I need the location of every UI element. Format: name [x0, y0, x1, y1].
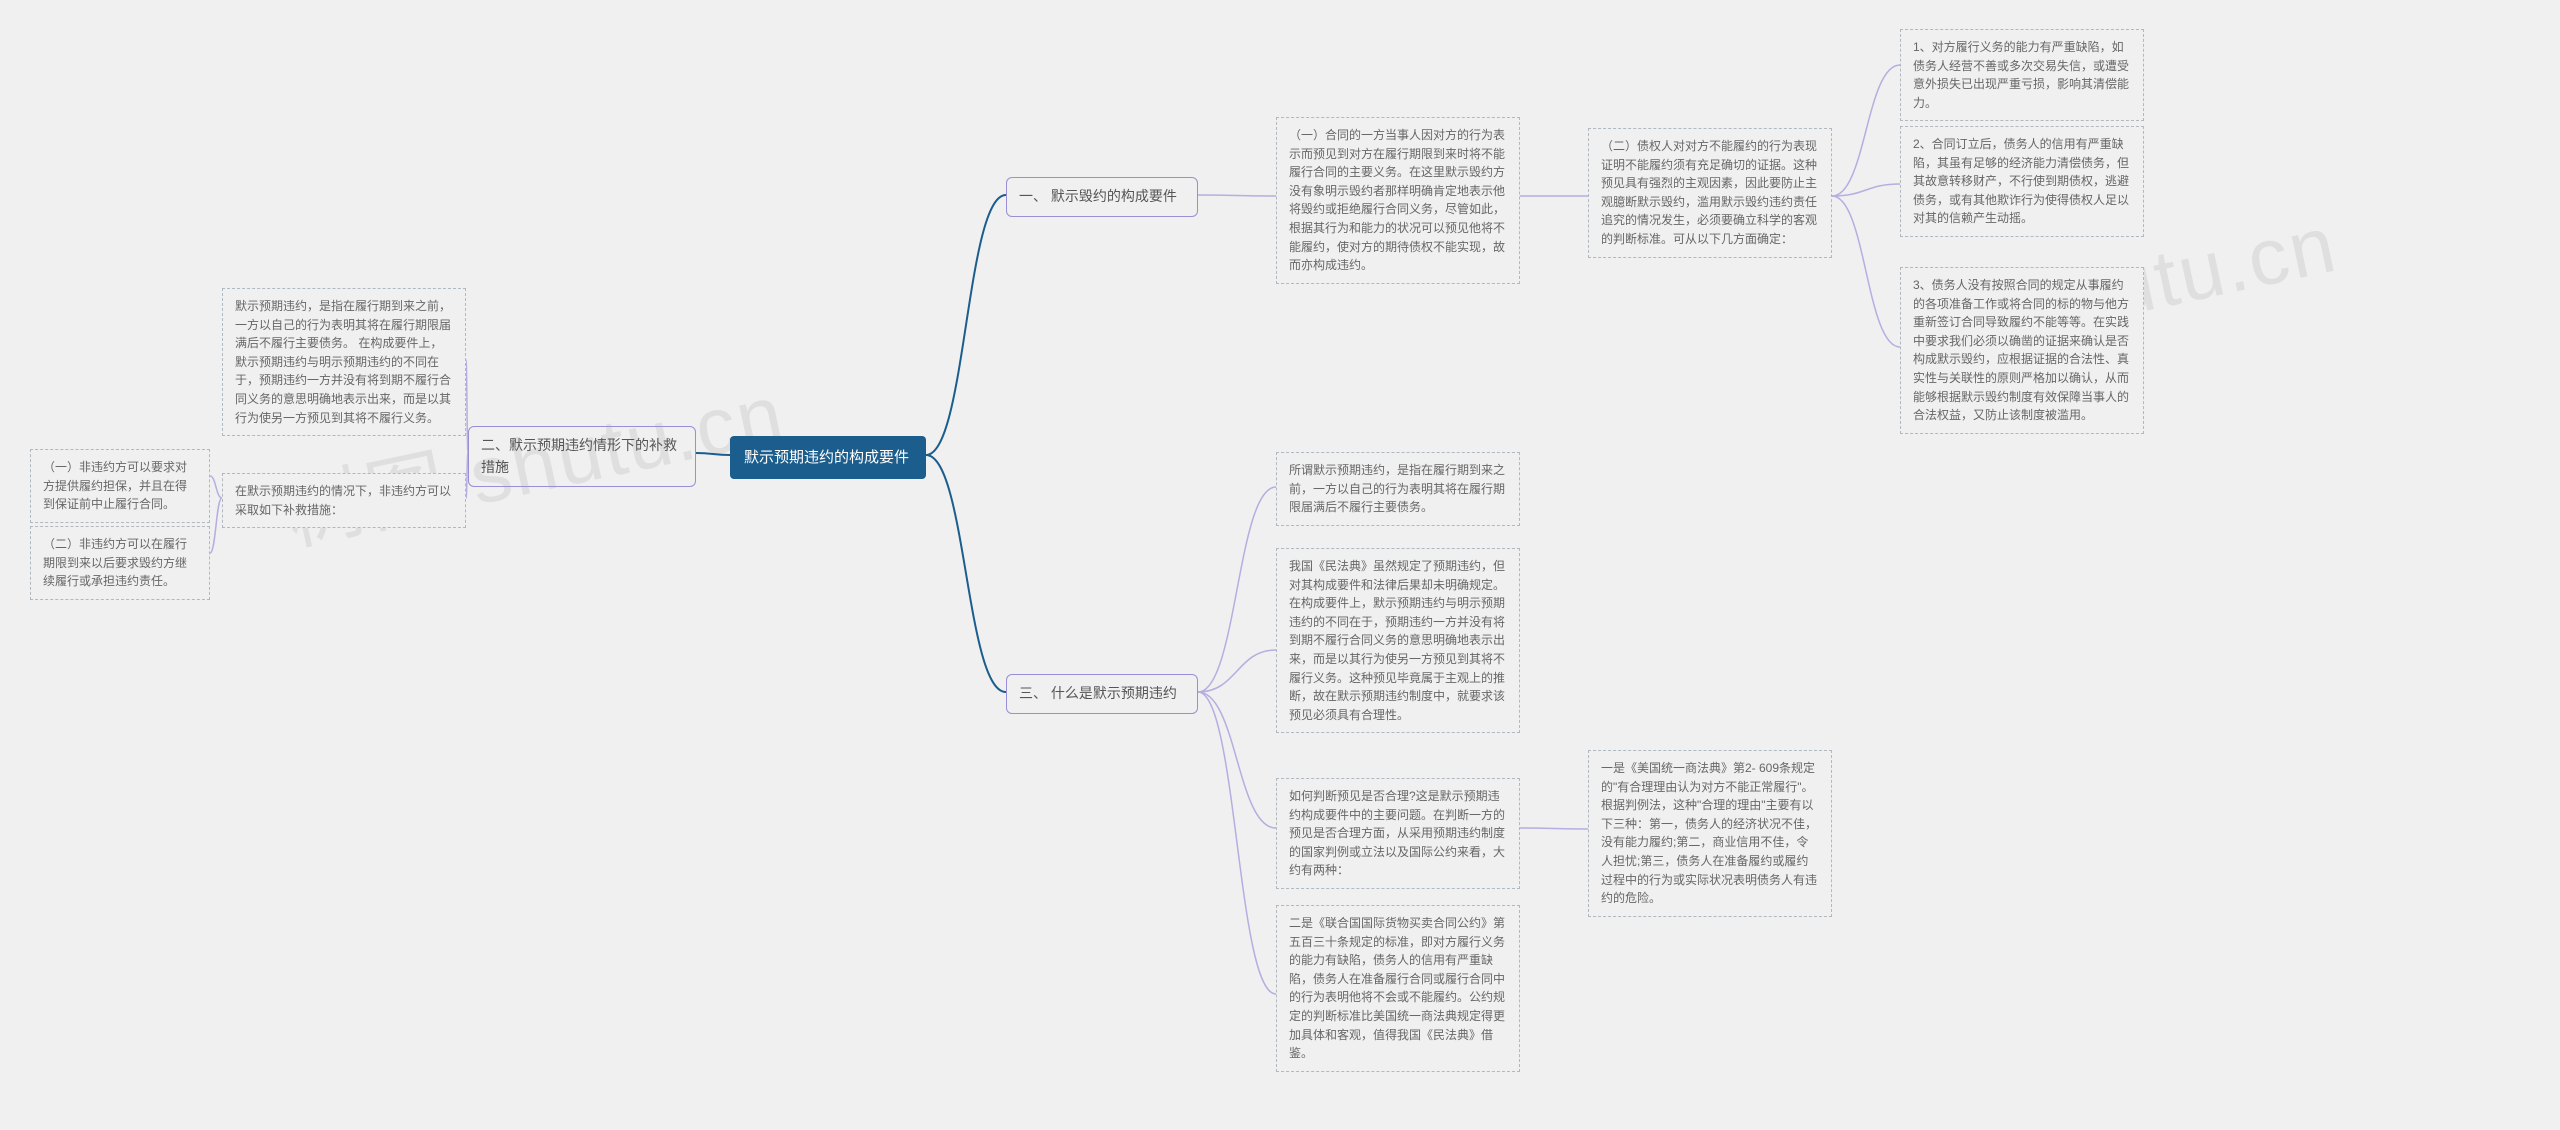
leaf-node: 2、合同订立后，债务人的信用有严重缺陷，其虽有足够的经济能力清偿债务，但其故意转… — [1900, 126, 2144, 237]
leaf-node: 默示预期违约，是指在履行期到来之前，一方以自己的行为表明其将在履行期限届满后不履… — [222, 288, 466, 436]
leaf-node: （一）非违约方可以要求对方提供履约担保，并且在得到保证前中止履行合同。 — [30, 449, 210, 523]
leaf-node: 1、对方履行义务的能力有严重缺陷，如债务人经营不善或多次交易失信，或遭受意外损失… — [1900, 29, 2144, 121]
leaf-node: （二）非违约方可以在履行期限到来以后要求毁约方继续履行或承担违约责任。 — [30, 526, 210, 600]
branch-node[interactable]: 一、 默示毁约的构成要件 — [1006, 177, 1198, 217]
leaf-node: （一）合同的一方当事人因对方的行为表示而预见到对方在履行期限到来时将不能履行合同… — [1276, 117, 1520, 284]
leaf-node: 一是《美国统一商法典》第2- 609条规定的"有合理理由认为对方不能正常履行"。… — [1588, 750, 1832, 917]
branch-node[interactable]: 二、默示预期违约情形下的补救措施 — [468, 426, 696, 487]
leaf-node: 3、债务人没有按照合同的规定从事履约的各项准备工作或将合同的标的物与他方重新签订… — [1900, 267, 2144, 434]
leaf-node: 我国《民法典》虽然规定了预期违约，但对其构成要件和法律后果却未明确规定。在构成要… — [1276, 548, 1520, 733]
leaf-node: （二）债权人对对方不能履约的行为表现证明不能履约须有充足确切的证据。这种预见具有… — [1588, 128, 1832, 258]
leaf-node: 如何判断预见是否合理?这是默示预期违约构成要件中的主要问题。在判断一方的预见是否… — [1276, 778, 1520, 889]
root-node[interactable]: 默示预期违约的构成要件 — [730, 436, 926, 479]
leaf-node: 所谓默示预期违约，是指在履行期到来之前，一方以自己的行为表明其将在履行期限届满后… — [1276, 452, 1520, 526]
leaf-node: 二是《联合国国际货物买卖合同公约》第五百三十条规定的标准，即对方履行义务的能力有… — [1276, 905, 1520, 1072]
branch-node[interactable]: 三、 什么是默示预期违约 — [1006, 674, 1198, 714]
leaf-node: 在默示预期违约的情况下，非违约方可以采取如下补救措施： — [222, 473, 466, 528]
